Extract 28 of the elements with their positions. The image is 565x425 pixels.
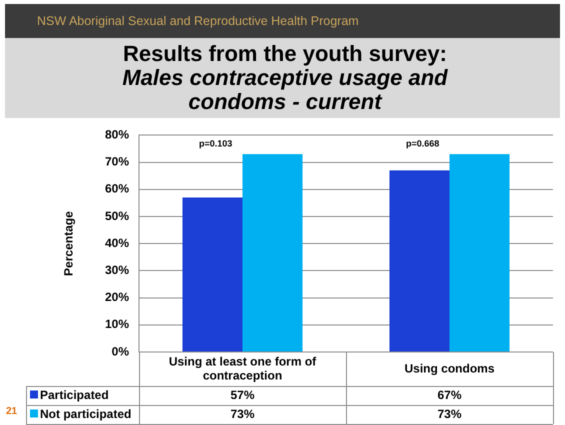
y-tick-label: 60% (104, 182, 130, 196)
text: NSW Aboriginal Sexual and Reproductive Health Program (37, 14, 359, 28)
data-label: 73% (230, 406, 255, 421)
legend-label: Participated (40, 388, 109, 402)
legend-label: Not participated (40, 406, 132, 421)
y-tick-label: 50% (104, 208, 130, 223)
y-tick-label: 70% (104, 154, 130, 169)
chart-subtitle: Males contraceptive usage and condoms - current (121, 65, 449, 114)
x-tick-label: Using condoms (404, 361, 495, 376)
annotation: p=0.668 (406, 138, 440, 149)
y-tick-label: 20% (104, 290, 130, 304)
annotation: p=0.103 (198, 138, 232, 149)
data-label: 73% (437, 406, 462, 421)
text: 21 (6, 406, 18, 417)
y-tick-label: 0% (112, 344, 130, 358)
y-tick-label: 80% (104, 128, 130, 142)
y-tick-label: 40% (104, 236, 130, 250)
x-tick-label: Using at least one form of contraception (168, 354, 318, 382)
y-axis-title: Percentage (62, 210, 76, 276)
chart-title: Results from the youth survey: (122, 41, 448, 66)
bar (450, 154, 510, 352)
y-tick-label: 30% (104, 263, 130, 278)
y-tick-label: 10% (104, 317, 130, 332)
data-label: 57% (230, 388, 255, 402)
data-label: 67% (437, 388, 462, 402)
bar (182, 198, 242, 352)
bar (389, 170, 450, 352)
bar (242, 154, 303, 352)
